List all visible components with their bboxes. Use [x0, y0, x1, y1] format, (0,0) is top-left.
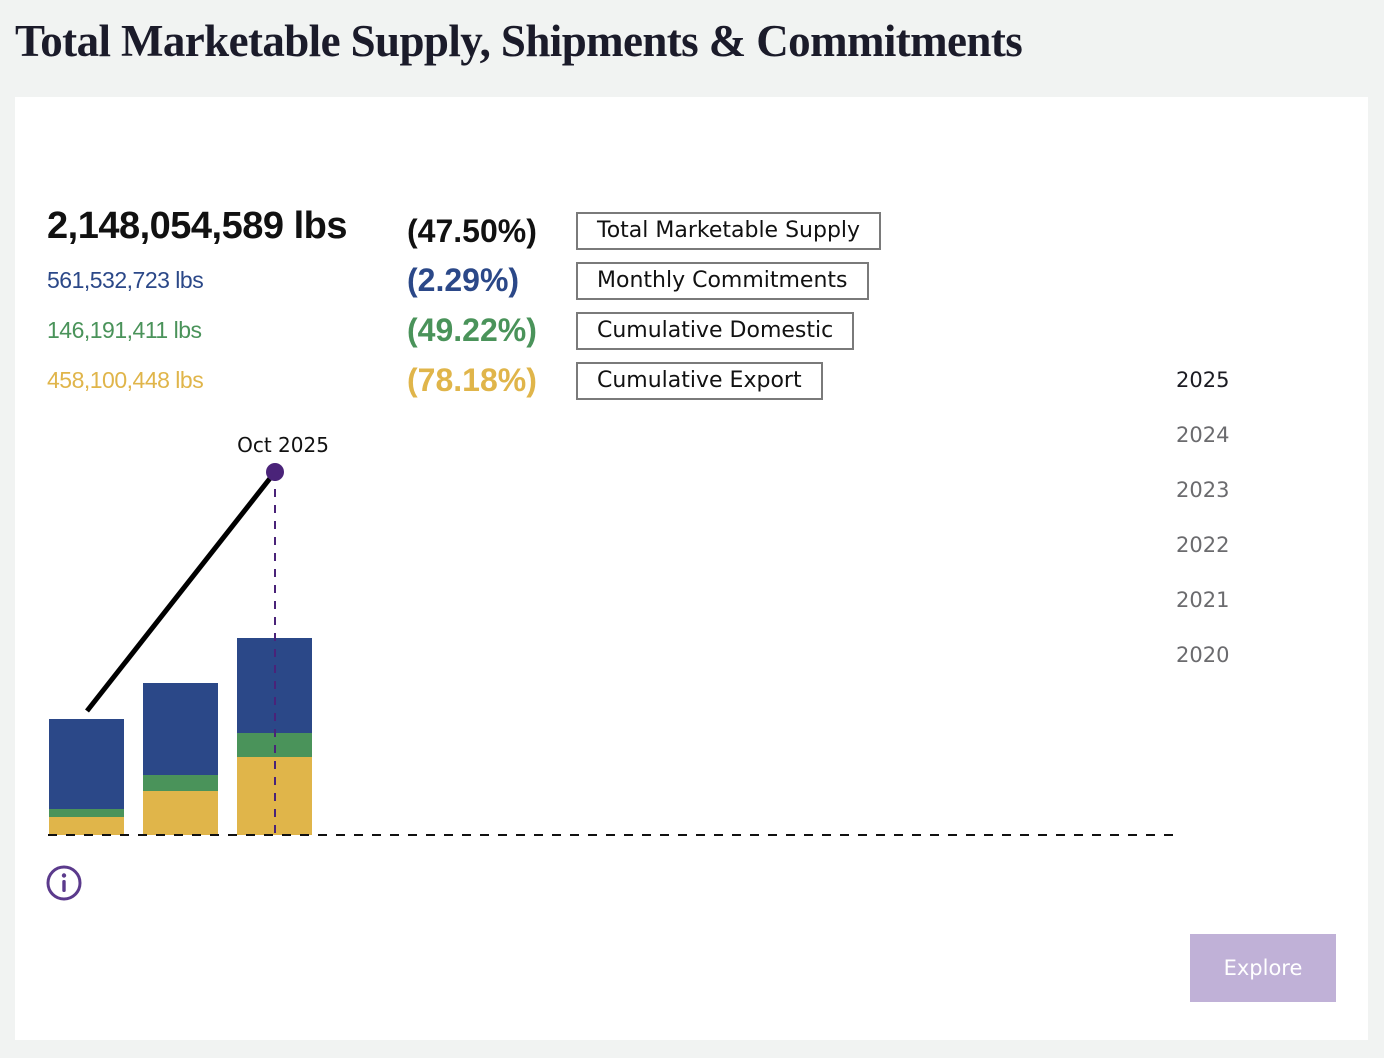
legend-toggle-monthly-commitments[interactable]: Monthly Commitments: [576, 262, 869, 300]
page-title: Total Marketable Supply, Shipments & Com…: [15, 16, 1023, 66]
legend-toggle-cumulative-domestic[interactable]: Cumulative Domestic: [576, 312, 855, 350]
year-option-2020[interactable]: 2020: [1176, 643, 1230, 667]
info-icon[interactable]: [46, 865, 82, 901]
bar-segment-domestic: [49, 809, 124, 817]
bar-sep-2025[interactable]: [143, 683, 218, 835]
total-supply-line: [85, 470, 277, 713]
marker-dot[interactable]: [266, 463, 284, 481]
total-supply-percent: (47.50%): [407, 213, 537, 249]
cumulative-domestic-percent: (49.22%): [407, 312, 537, 348]
monthly-commitments-percent: (2.29%): [407, 262, 520, 298]
year-option-2021[interactable]: 2021: [1176, 588, 1230, 612]
chart-card: 2,148,054,589 lbs (47.50%) 561,532,723 l…: [15, 97, 1368, 1040]
explore-button[interactable]: Explore: [1190, 934, 1336, 1002]
year-option-2025[interactable]: 2025: [1176, 368, 1230, 392]
year-selector: 2025 2024 2023 2022 2021 2020: [1176, 363, 1256, 693]
monthly-commitments-value: 561,532,723 lbs: [47, 267, 204, 293]
cumulative-domestic-value: 146,191,411 lbs: [47, 317, 202, 343]
bar-segment-export: [49, 817, 124, 835]
year-option-2022[interactable]: 2022: [1176, 533, 1230, 557]
legend-toggle-cumulative-export[interactable]: Cumulative Export: [576, 362, 823, 400]
marker-label: Oct 2025: [237, 433, 329, 457]
bar-segment-export: [143, 791, 218, 835]
bar-segment-commitments: [49, 719, 124, 809]
year-option-2024[interactable]: 2024: [1176, 423, 1230, 447]
bar-segment-commitments: [143, 683, 218, 775]
stacked-bar-chart: Oct 2025: [48, 433, 1180, 836]
bar-aug-2025[interactable]: [49, 719, 124, 835]
total-supply-value: 2,148,054,589 lbs: [47, 205, 347, 247]
cumulative-export-percent: (78.18%): [407, 362, 537, 398]
bar-segment-domestic: [143, 775, 218, 791]
year-option-2023[interactable]: 2023: [1176, 478, 1230, 502]
cumulative-export-value: 458,100,448 lbs: [47, 367, 204, 393]
legend-toggle-total-supply[interactable]: Total Marketable Supply: [576, 212, 882, 250]
